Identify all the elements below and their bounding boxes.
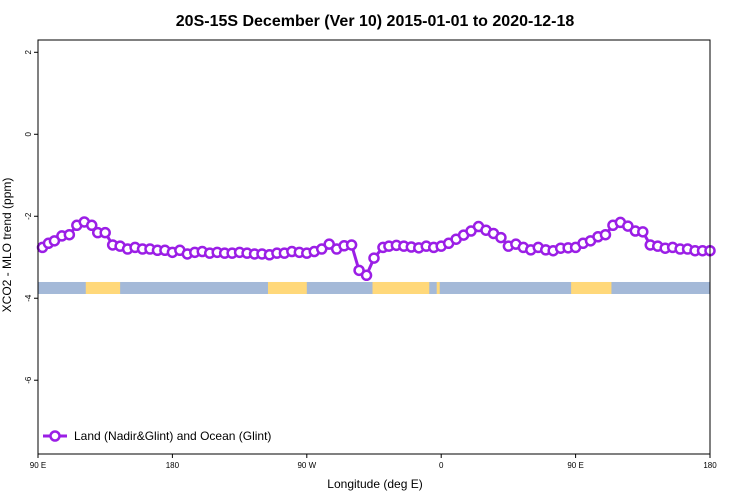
y-axis-label: XCO2 - MLO trend (ppm) (0, 178, 14, 313)
plot-frame (37, 39, 711, 455)
y-tick-label: -4 (24, 294, 33, 302)
land-strip-segment (436, 281, 440, 294)
x-tick-label: 90 E (567, 461, 583, 470)
land-strip-segment (85, 281, 121, 294)
x-axis: 90 E 180 90 W 0 90 E 180 (30, 454, 717, 470)
y-tick-label: 2 (24, 50, 33, 55)
data-point (99, 226, 111, 239)
data-point (368, 252, 380, 264)
data-point (360, 269, 373, 282)
land-strip-segment (372, 281, 430, 294)
data-point (345, 239, 358, 251)
x-tick-label: 0 (439, 461, 444, 470)
land-strip-segment (267, 281, 307, 294)
data-point (599, 228, 612, 241)
data-point (86, 219, 98, 232)
data-series (36, 216, 716, 282)
data-point (495, 231, 507, 244)
data-point (63, 228, 76, 241)
y-tick-label: 0 (24, 132, 33, 137)
legend: Land (Nadir&Glint) and Ocean (Glint) (43, 429, 271, 443)
x-axis-label: Longitude (deg E) (327, 477, 422, 491)
x-tick-label: 90 W (297, 461, 316, 470)
x-tick-label: 90 E (30, 461, 46, 470)
y-tick-label: -2 (24, 212, 33, 220)
surface-strip (38, 281, 710, 294)
land-strip-segment (571, 281, 612, 294)
x-tick-label: 180 (166, 461, 180, 470)
legend-marker-swatch (49, 430, 61, 442)
y-axis: 2 0 -2 -4 -6 (24, 50, 38, 384)
y-tick-label: -6 (24, 376, 33, 384)
x-tick-label: 180 (703, 461, 717, 470)
data-point (637, 226, 649, 238)
legend-entry: Land (Nadir&Glint) and Ocean (Glint) (74, 429, 271, 443)
chart-title: 20S-15S December (Ver 10) 2015-01-01 to … (176, 13, 575, 30)
